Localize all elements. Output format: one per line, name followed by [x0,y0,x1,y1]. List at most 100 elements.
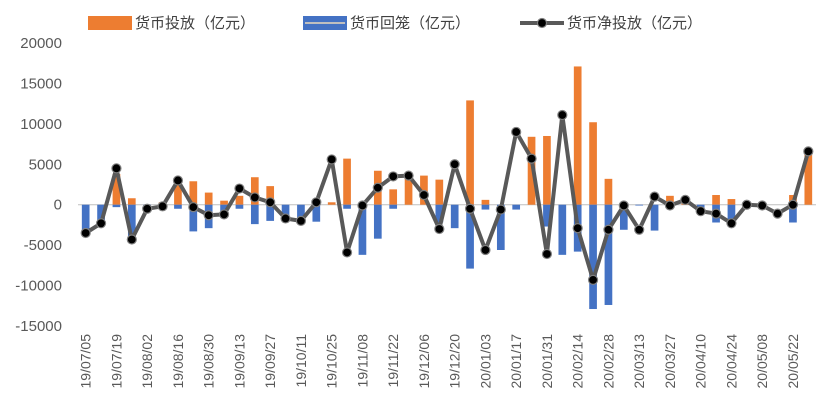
withdrawal-bar [373,204,382,239]
injection-bar [543,135,551,205]
injection-bar [204,192,213,205]
net-injection-point [188,202,199,213]
legend-swatch-net-marker [536,17,548,29]
net-injection-line [80,109,814,286]
x-tick-label: 20/04/24 [723,334,739,389]
withdrawal-bar [619,204,628,230]
x-tick-label: 19/10/25 [324,334,340,389]
net-injection-point [541,248,553,260]
withdrawal-bar [450,204,459,229]
injection-bar [389,189,398,205]
withdrawal-bar [650,204,659,231]
net-injection-point [618,200,629,211]
x-tick-label: 20/03/13 [631,334,647,389]
x-axis: 19/07/05 19/07/19 19/08/02 19/08/16 19/08/30… [78,334,801,389]
net-injection-point [326,154,337,165]
injection-bar [189,181,198,205]
withdrawal-bar [789,204,797,223]
injection-bar [343,158,351,205]
withdrawal-bar [235,204,244,209]
injection-bar [727,199,736,205]
x-tick-label: 19/08/30 [201,334,217,389]
net-injection-point [157,201,168,212]
net-injection-point [710,208,722,219]
withdrawal-bar [604,204,613,305]
injection-bar [127,198,136,205]
injection-bar [589,122,597,205]
withdrawal-bar [466,204,474,269]
net-injection-point [295,215,307,226]
net-injection-point [526,153,537,164]
net-injection-point [557,109,568,121]
withdrawal-bar [266,204,275,221]
net-injection-point [357,200,368,211]
injection-bar [266,186,275,205]
withdrawal-bar [358,204,367,255]
net-injection-point [418,189,430,201]
x-tick-label: 19/12/06 [416,334,432,389]
y-tick-label: 20000 [20,35,62,52]
withdrawal-bar [435,204,444,223]
injection-bar [804,151,813,205]
y-tick-label: 5000 [29,156,62,173]
net-injection-point [680,194,691,205]
withdrawal-bar [312,204,321,222]
x-tick-label: 19/08/16 [170,334,186,389]
withdrawal-bar [635,204,644,206]
y-tick-label: -5000 [24,237,62,254]
y-axis: 20000 15000 10000 5000 0 -5000 -10000 -15000 [15,35,62,335]
x-tick-label: 20/02/14 [570,334,586,389]
net-injection-point [265,197,276,208]
injection-bar [220,200,228,205]
net-injection-point [664,200,676,211]
withdrawal-bar [189,204,198,232]
withdrawal-bar [727,204,736,227]
net-injection-point [480,244,491,256]
x-tick-label: 20/01/17 [508,334,524,389]
injection-bar [327,202,336,205]
net-injection-point [572,223,583,234]
withdrawal-bar [174,204,182,209]
net-injection-point [587,274,599,286]
x-tick-label: 19/11/08 [354,334,370,388]
x-tick-label: 20/05/08 [754,334,770,389]
net-injection-point [126,234,137,245]
withdrawal-bar [343,204,351,209]
withdrawal-bar [297,204,305,221]
legend-label: 货币净投放（亿元） [567,15,702,32]
net-injection-point [403,170,414,181]
net-injection-point [741,199,752,210]
net-injection-point [372,182,383,193]
x-tick-label: 20/02/28 [600,334,616,389]
legend-label: 货币投放（亿元） [135,15,255,32]
withdrawal-bar [389,204,398,209]
net-injection-point [172,175,184,186]
net-injection-point [142,203,153,214]
injection-bar [712,195,720,205]
injection-bar [604,178,613,205]
net-injection-point [464,203,476,214]
withdrawal-bar [543,204,551,227]
withdrawal-bar [496,204,505,250]
injection-bar [174,181,182,205]
net-injection-point [772,208,783,219]
net-injection-point [757,200,768,211]
x-tick-label: 19/07/05 [78,334,94,389]
x-tick-label: 20/05/22 [785,334,801,389]
x-tick-label: 20/03/27 [662,334,678,389]
withdrawal-bar [127,204,136,241]
net-injection-point [234,183,245,194]
net-injection-point [803,146,814,157]
y-tick-label: 10000 [20,116,62,133]
withdrawal-bar [112,204,121,208]
injection-bar [573,66,582,205]
net-injection-point [495,204,506,215]
net-injection-point [80,227,91,239]
net-injection-point [341,247,353,258]
x-tick-label: 20/01/03 [477,334,493,389]
withdrawal-bar [250,204,259,225]
injection-bar [481,199,490,205]
net-injection-point [280,213,291,224]
x-tick-label: 19/07/19 [108,334,124,389]
net-injection-point [95,218,107,229]
